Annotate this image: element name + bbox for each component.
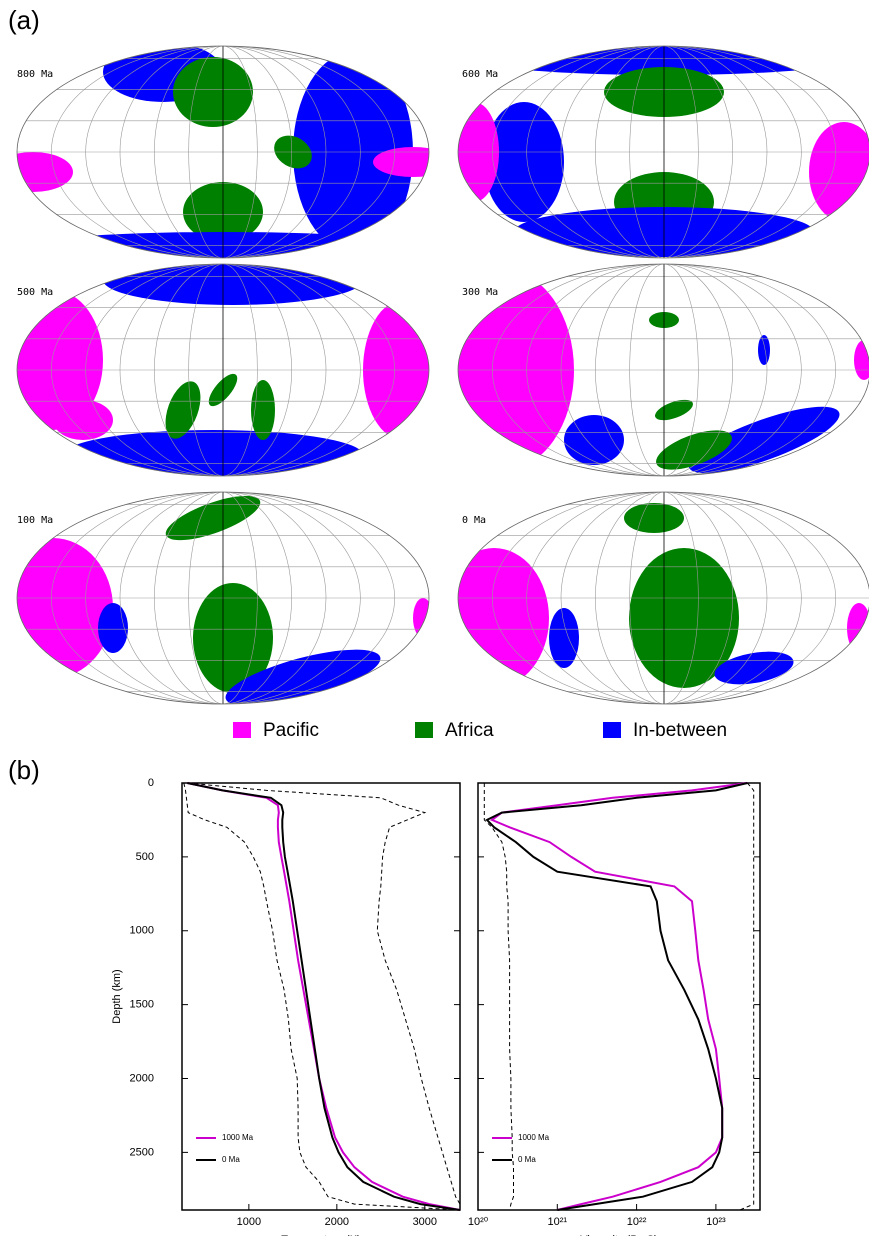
profile-line [739,782,755,1211]
region [165,381,201,439]
legend-label: 0 Ma [518,1155,536,1164]
legend-swatch [415,722,433,738]
x-tick-label: 10²⁰ [468,1216,489,1228]
region [564,415,624,465]
map-label: 800 Ma [17,69,53,80]
map [17,264,429,476]
x-tick-label: 10²² [627,1216,647,1228]
plot-frame [181,782,461,1211]
region [656,430,732,470]
region [373,147,429,177]
region [624,503,684,533]
region [225,649,381,704]
profile-line [187,782,461,1211]
y-tick-label: 1000 [130,925,154,937]
plot-frame [477,782,761,1211]
map-label: 300 Ma [462,287,498,298]
region [98,603,128,653]
region [17,152,73,192]
region [53,400,113,440]
region [193,583,273,693]
y-tick-label: 2000 [130,1072,154,1084]
panel-label: (b) [8,755,40,785]
region [714,651,794,685]
map-outline [457,45,869,259]
x-tick-label: 3000 [413,1216,437,1228]
region [484,102,564,222]
legend-swatch [233,722,251,738]
legend-label: 1000 Ma [222,1133,254,1142]
region [173,57,253,127]
x-tick-label: 2000 [325,1216,349,1228]
y-axis-title: Depth (km) [111,969,123,1023]
region [655,399,693,421]
profile-line [183,782,461,1211]
map [17,492,429,704]
legend-label: Africa [445,720,494,741]
profile-line [489,782,748,1211]
profile-line [187,782,461,1211]
x-axis-title: Temperature (K) [281,1234,360,1236]
panel-label: (a) [8,5,40,35]
region [103,264,363,305]
map-label: 100 Ma [17,515,53,526]
region [413,598,429,638]
legend-label: 0 Ma [222,1155,240,1164]
map [458,492,869,704]
region [165,495,261,541]
legend-label: 1000 Ma [518,1133,550,1142]
region [458,548,549,688]
map [17,46,429,258]
map-label: 500 Ma [17,287,53,298]
region [629,548,739,688]
x-axis-title: Viscosity (Pa S) [580,1234,657,1236]
map [458,264,869,476]
region [549,608,579,668]
profile-line [483,783,514,1211]
region [758,335,770,365]
x-tick-label: 10²³ [706,1216,726,1228]
map-label: 0 Ma [462,515,486,526]
region [63,430,363,476]
profile-line [485,782,748,1211]
map-outline [16,45,430,259]
legend-label: Pacific [263,720,319,741]
y-tick-label: 1500 [130,999,154,1011]
y-tick-label: 500 [136,851,154,863]
region [688,406,840,474]
profile-line [187,782,461,1210]
map-label: 600 Ma [462,69,498,80]
legend-swatch [603,722,621,738]
x-tick-label: 1000 [237,1216,261,1228]
map [458,46,869,258]
map-outline [16,263,430,477]
region [251,380,275,440]
x-tick-label: 10²¹ [548,1216,568,1228]
legend-label: In-between [633,720,727,741]
y-tick-label: 0 [148,777,154,789]
map-outline [457,263,869,477]
y-tick-label: 2500 [130,1146,154,1158]
map-outline [16,491,430,705]
map-outline [457,491,869,705]
